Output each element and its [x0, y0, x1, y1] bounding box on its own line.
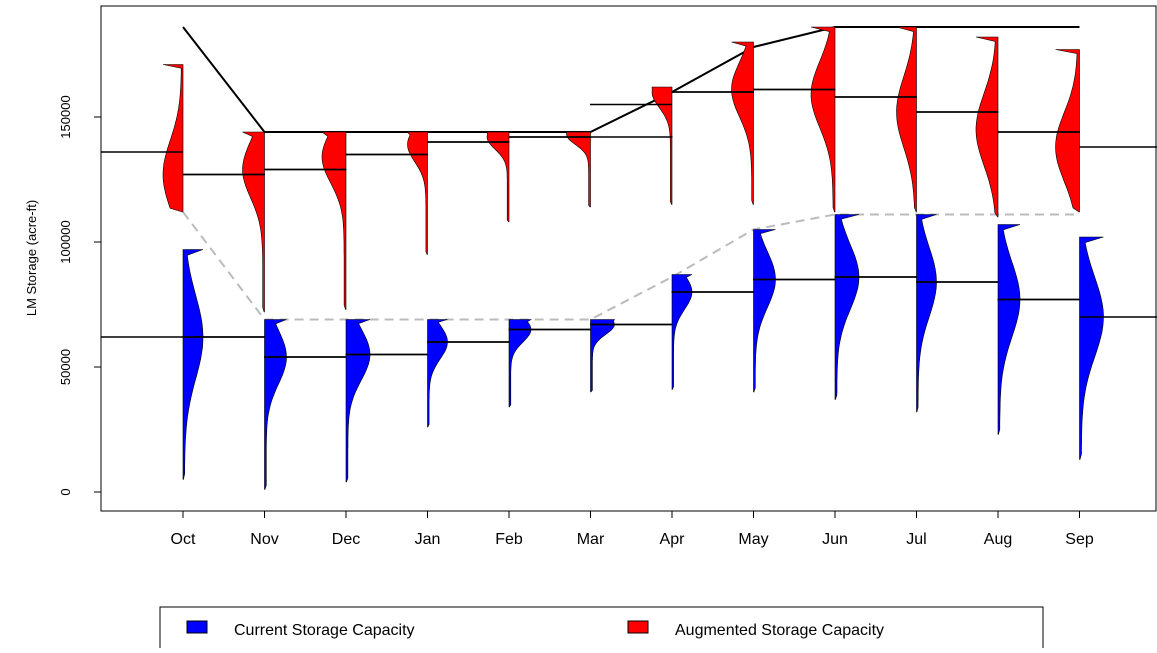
current-violin — [916, 214, 937, 413]
current-violin — [834, 214, 860, 400]
augmented-violin — [406, 131, 428, 255]
current-violin — [345, 319, 371, 483]
x-tick-label: Mar — [577, 531, 605, 548]
x-tick-label: Jun — [822, 531, 848, 548]
augmented-violin — [1055, 49, 1080, 213]
current-violin — [264, 319, 287, 490]
current-violin — [427, 319, 448, 428]
x-tick-label: Feb — [495, 531, 523, 548]
y-tick-label: 50000 — [58, 349, 73, 385]
legend-swatch-current — [186, 620, 208, 634]
augmented-violin — [242, 131, 265, 313]
augmented-violin — [651, 86, 673, 205]
legend-label-current: Current Storage Capacity — [234, 622, 415, 639]
augmented-violin — [566, 131, 591, 208]
augmented-violin — [975, 36, 999, 218]
plot-frame — [100, 5, 1157, 512]
current-violin — [1079, 236, 1104, 460]
y-tick-label: 0 — [58, 488, 73, 495]
y-tick-label: 150000 — [58, 95, 73, 138]
augmented-violin — [162, 64, 184, 213]
legend-label-augmented: Augmented Storage Capacity — [675, 622, 884, 639]
x-tick-label: Jul — [906, 531, 926, 548]
y-axis-label: LM Storage (acre-ft) — [24, 200, 39, 316]
x-tick-label: Sep — [1065, 531, 1094, 548]
x-tick-label: Nov — [250, 531, 278, 548]
capacity-lines — [182, 26, 1080, 321]
x-tick-label: Dec — [332, 531, 360, 548]
augmented-capacity-line — [182, 26, 1080, 133]
median-lines — [101, 88, 1157, 358]
violin-group — [162, 26, 1104, 490]
legend: Current Storage Capacity Augmented Stora… — [159, 606, 1044, 650]
x-tick-label: Apr — [660, 531, 686, 548]
y-axis: 0 50000 100000 150000 — [58, 95, 101, 496]
current-violin — [753, 229, 776, 393]
current-violin — [997, 224, 1021, 435]
x-tick-label: May — [738, 531, 768, 548]
current-violin — [182, 249, 204, 480]
current-violin — [590, 319, 616, 393]
augmented-violin — [896, 26, 917, 213]
legend-swatch-augmented — [627, 620, 649, 634]
y-tick-label: 100000 — [58, 220, 73, 263]
augmented-violin — [321, 131, 347, 310]
current-violin — [671, 274, 693, 390]
current-capacity-line — [182, 211, 1080, 321]
augmented-violin — [486, 131, 510, 223]
augmented-violin — [810, 26, 836, 213]
x-tick-label: Aug — [984, 531, 1012, 548]
x-tick-label: Jan — [415, 531, 441, 548]
current-violin — [508, 319, 533, 408]
augmented-violin — [731, 41, 754, 205]
x-axis: Oct Nov Dec Jan Feb Mar Apr May Jun Jul Aug Sep — [171, 511, 1094, 548]
x-tick-label: Oct — [171, 531, 196, 548]
